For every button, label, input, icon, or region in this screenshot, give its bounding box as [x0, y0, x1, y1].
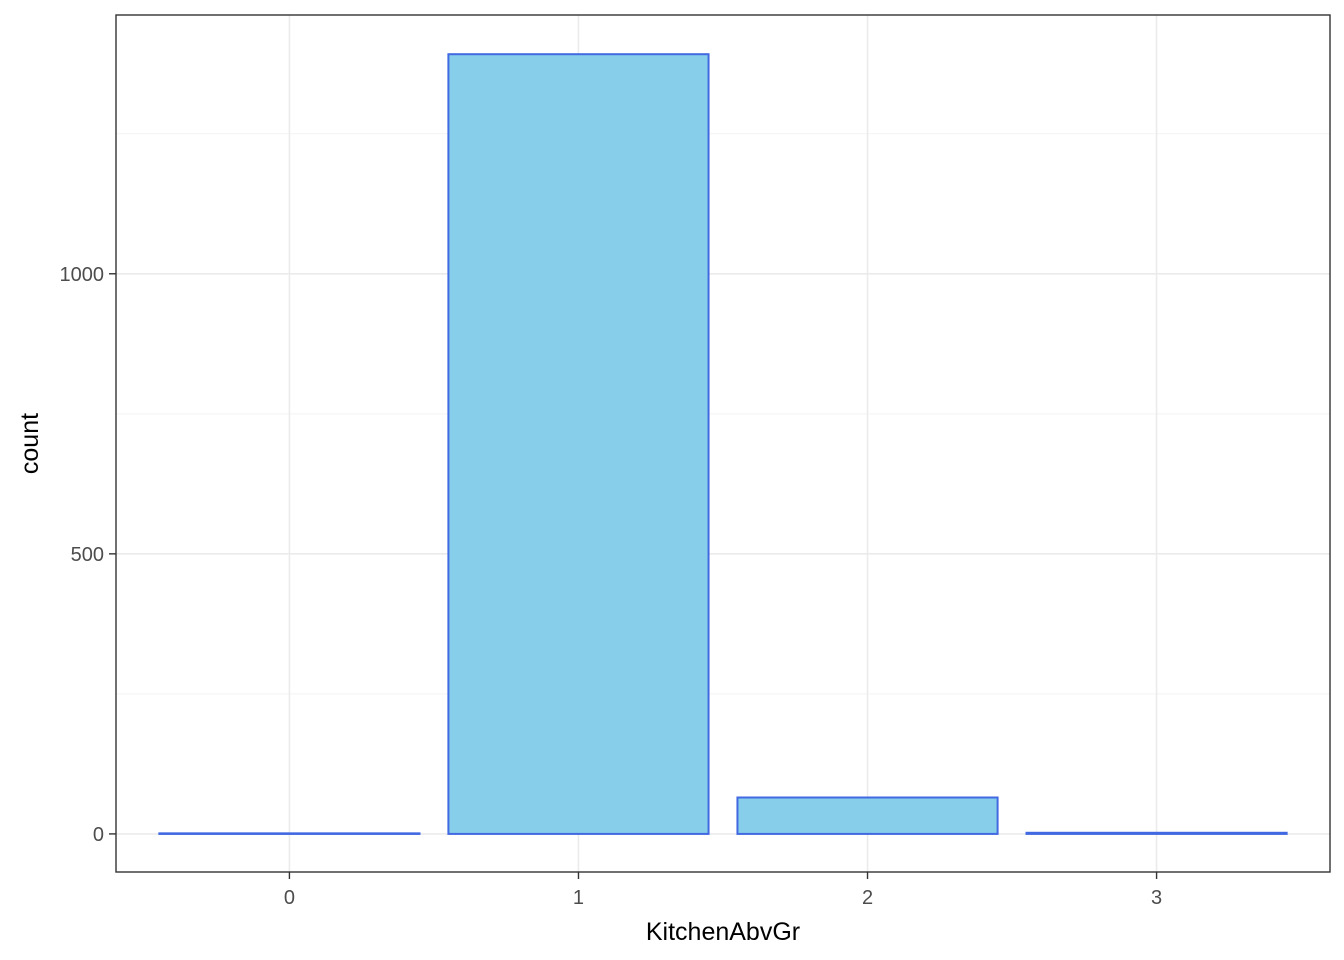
panel-border [115, 14, 1331, 873]
bar [158, 832, 421, 835]
x-tick-label: 3 [1151, 887, 1162, 909]
y-tick-label: 0 [93, 824, 104, 846]
bar [1025, 831, 1288, 835]
x-axis: 0 1 2 3 [284, 872, 1162, 909]
x-tick-label: 0 [284, 887, 295, 909]
x-tick-label: 2 [862, 887, 873, 909]
x-tick-label: 1 [573, 887, 584, 909]
x-axis-title: KitchenAbvGr [646, 918, 800, 946]
y-tick-label: 500 [71, 544, 104, 566]
bar [736, 796, 999, 835]
bar [447, 53, 710, 835]
y-axis-title: count [16, 413, 44, 474]
minor-gridlines-y [116, 133, 1330, 695]
bars [158, 53, 1288, 835]
y-tick-label: 1000 [60, 264, 105, 286]
y-axis: 0 500 1000 [60, 264, 116, 846]
